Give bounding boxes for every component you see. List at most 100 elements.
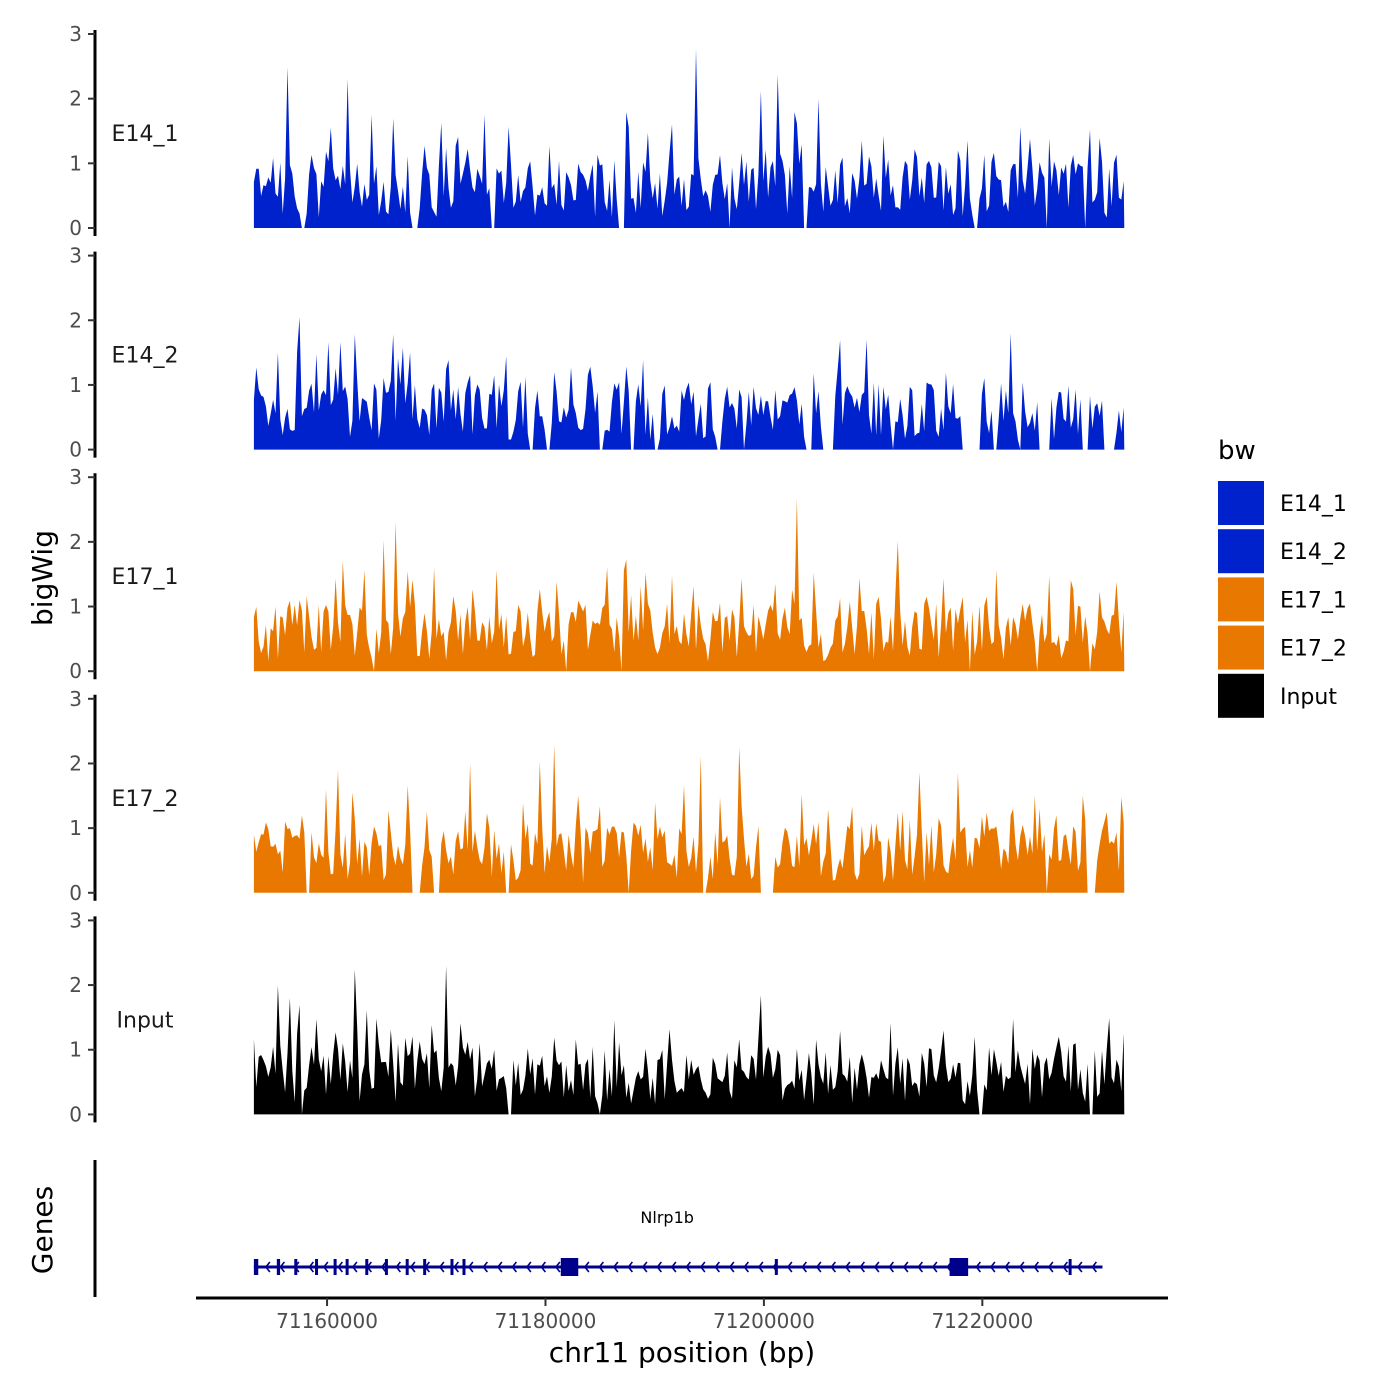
x-tick-label: 71220000 [931, 1309, 1033, 1333]
strand-arrow [279, 1261, 286, 1273]
strand-arrow [728, 1261, 735, 1273]
track-E17_2: 0 1 2 3 E17_2 [69, 687, 1125, 905]
strand-arrow [438, 1261, 445, 1273]
coverage-area-E17_2 [253, 744, 1125, 893]
strand-arrow [902, 1261, 909, 1273]
strand-arrow [409, 1261, 416, 1273]
exon [333, 1259, 337, 1275]
strand-arrow [786, 1261, 793, 1273]
exon [774, 1259, 778, 1275]
strand-arrow [627, 1261, 634, 1273]
strand-arrow [482, 1261, 489, 1273]
exon [384, 1259, 388, 1275]
strand-arrow [699, 1261, 706, 1273]
strand-arrow [308, 1261, 315, 1273]
strand-arrow [917, 1261, 924, 1273]
y-tick-label: 0 [69, 438, 82, 462]
strand-arrow [714, 1261, 721, 1273]
strand-arrow [815, 1261, 822, 1273]
y-tick-label: 1 [69, 151, 82, 175]
strand-arrow [656, 1261, 663, 1273]
legend-label-E14_2: E14_2 [1280, 540, 1347, 565]
legend-label-E17_2: E17_2 [1280, 637, 1347, 662]
track-label: E14_2 [112, 344, 179, 369]
exon [560, 1258, 579, 1276]
exon [365, 1259, 369, 1275]
y-tick-label: 1 [69, 373, 82, 397]
strand-arrow [351, 1261, 358, 1273]
strand-arrow [525, 1261, 532, 1273]
legend-swatch-E14_2 [1218, 529, 1264, 574]
track-E14_1: 0 1 2 3 E14_1 [69, 22, 1125, 240]
strand-arrow [888, 1261, 895, 1273]
strand-arrow [337, 1261, 344, 1273]
exon [462, 1259, 466, 1275]
x-tick-label: 71160000 [276, 1309, 378, 1333]
coverage-area-E14_1 [253, 49, 1125, 229]
strand-arrow [801, 1261, 808, 1273]
strand-arrow [844, 1261, 851, 1273]
coverage-area-E14_2 [253, 317, 1125, 450]
strand-arrow [1018, 1261, 1025, 1273]
y-tick-label: 2 [69, 973, 82, 997]
y-tick-label: 1 [69, 816, 82, 840]
strand-arrow [670, 1261, 677, 1273]
track-E14_2: 0 1 2 3 E14_2 [69, 244, 1125, 462]
exon [1068, 1259, 1072, 1275]
y-axis-title: bigWig [26, 530, 59, 626]
strand-arrow [931, 1261, 938, 1273]
strand-arrow [322, 1261, 329, 1273]
y-tick-label: 3 [69, 22, 82, 46]
exon [423, 1259, 427, 1275]
strand-arrow [453, 1261, 460, 1273]
gene-panel: Nlrp1b [93, 1160, 1103, 1297]
y-tick-label: 2 [69, 530, 82, 554]
exon [345, 1259, 349, 1275]
y-tick-label: 2 [69, 87, 82, 111]
y-tick-label: 2 [69, 751, 82, 775]
coverage-area-Input [253, 965, 1125, 1115]
legend-swatch-E17_1 [1218, 577, 1264, 622]
strand-arrow [975, 1261, 982, 1273]
strand-arrow [859, 1261, 866, 1273]
gene-Nlrp1b: Nlrp1b [253, 1208, 1103, 1276]
strand-arrow [496, 1261, 503, 1273]
legend-swatch-E17_2 [1218, 625, 1264, 670]
y-tick-label: 0 [69, 659, 82, 683]
legend-swatch-Input [1218, 673, 1264, 718]
gene-label: Nlrp1b [640, 1208, 693, 1227]
track-label: E17_1 [112, 565, 179, 590]
track-Input: 0 1 2 3 Input [69, 908, 1125, 1126]
strand-arrow [989, 1261, 996, 1273]
x-tick-label: 71180000 [495, 1309, 597, 1333]
x-axis: 71160000 71180000 71200000 71220000 [196, 1296, 1168, 1333]
strand-arrow [264, 1261, 271, 1273]
y-tick-label: 1 [69, 595, 82, 619]
y-tick-label: 0 [69, 881, 82, 905]
exon [315, 1259, 319, 1275]
x-axis-title: chr11 position (bp) [549, 1336, 815, 1369]
legend-title: bw [1218, 436, 1256, 466]
strand-arrow [685, 1261, 692, 1273]
y-tick-label: 0 [69, 1102, 82, 1126]
legend-swatch-E14_1 [1218, 481, 1264, 525]
track-E17_1: 0 1 2 3 E17_1 [69, 465, 1125, 683]
strand-arrow [641, 1261, 648, 1273]
strand-arrow [380, 1261, 387, 1273]
exon [294, 1259, 298, 1275]
track-label: E17_2 [112, 787, 179, 812]
y-tick-label: 3 [69, 465, 82, 489]
y-tick-label: 3 [69, 687, 82, 711]
strand-arrow [1033, 1261, 1040, 1273]
strand-arrow [1004, 1261, 1011, 1273]
bigwig-tracks: 0 1 2 3 E14_1 0 1 2 3 E14_2 0 1 2 3 E17_1 0 1 2 3 E17_2 0 1 2 3… [69, 22, 1125, 1126]
track-label: Input [117, 1008, 174, 1033]
strand-arrow [511, 1261, 518, 1273]
y-tick-label: 1 [69, 1038, 82, 1062]
strand-arrow [612, 1261, 619, 1273]
legend-label-Input: Input [1280, 685, 1337, 710]
strand-arrow [1076, 1261, 1083, 1273]
exon [276, 1259, 281, 1275]
x-tick-label: 71200000 [713, 1309, 815, 1333]
